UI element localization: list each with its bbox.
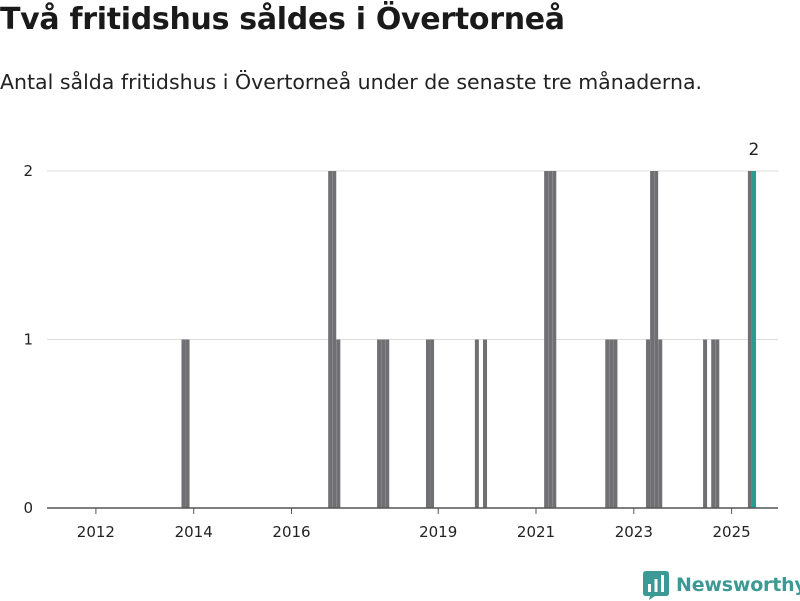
bar-2022-07	[609, 339, 614, 508]
bar-2017-11	[381, 339, 386, 508]
x-tick-label: 2021	[517, 523, 555, 541]
bar-2021-03	[544, 171, 549, 508]
bar-2025-05	[747, 171, 752, 508]
x-tick-label: 2025	[713, 523, 751, 541]
bar-2017-12	[385, 339, 390, 508]
bar-2023-05	[650, 171, 655, 508]
bar-2024-09	[715, 339, 720, 508]
bar-2025-06	[751, 171, 756, 508]
bar-2013-11	[185, 339, 190, 508]
bar-2021-04	[548, 171, 553, 508]
y-axis-ticks: 0 1 2	[23, 162, 33, 517]
bar-2019-12	[483, 339, 488, 508]
data-labels: 2	[749, 140, 760, 160]
bar-2017-10	[377, 339, 382, 508]
y-tick-label: 0	[23, 499, 33, 517]
bar-2018-10	[425, 339, 430, 508]
chart-title: Två fritidshus såldes i Övertorneå	[0, 2, 565, 37]
bar-2024-06	[703, 339, 708, 508]
data-label-2025-06: 2	[749, 140, 760, 160]
bar-2016-11	[332, 171, 337, 508]
x-tick-label: 2016	[272, 523, 310, 541]
bars	[181, 171, 756, 508]
y-tick-label: 2	[23, 162, 33, 180]
x-tick-label: 2019	[419, 523, 457, 541]
bar-2018-11	[430, 339, 435, 508]
bar-2023-06	[654, 171, 659, 508]
newsworthy-icon	[643, 570, 669, 600]
x-tick-label: 2014	[175, 523, 213, 541]
x-tick-label: 2012	[77, 523, 115, 541]
newsworthy-logo: Newsworthy	[643, 569, 800, 601]
y-tick-label: 1	[23, 331, 33, 349]
x-tick-label: 2023	[615, 523, 653, 541]
bar-2016-10	[328, 171, 333, 508]
bar-chart: 0 1 2 2012 2014 2016 2019 2021 2023 2025 2	[23, 140, 778, 541]
bar-2023-07	[658, 339, 663, 508]
bar-2023-04	[646, 339, 651, 508]
chart-subtitle: Antal sålda fritidshus i Övertorneå unde…	[0, 70, 703, 94]
bar-2022-08	[613, 339, 618, 508]
bar-2019-10	[474, 339, 479, 508]
bar-2013-10	[181, 339, 186, 508]
bar-2024-08	[711, 339, 716, 508]
bar-2016-12	[336, 339, 341, 508]
brand-name: Newsworthy	[676, 574, 800, 596]
bar-2022-06	[605, 339, 610, 508]
x-axis-ticks: 2012 2014 2016 2019 2021 2023 2025	[77, 508, 751, 541]
gridlines	[47, 170, 778, 340]
bar-2021-05	[552, 171, 557, 508]
